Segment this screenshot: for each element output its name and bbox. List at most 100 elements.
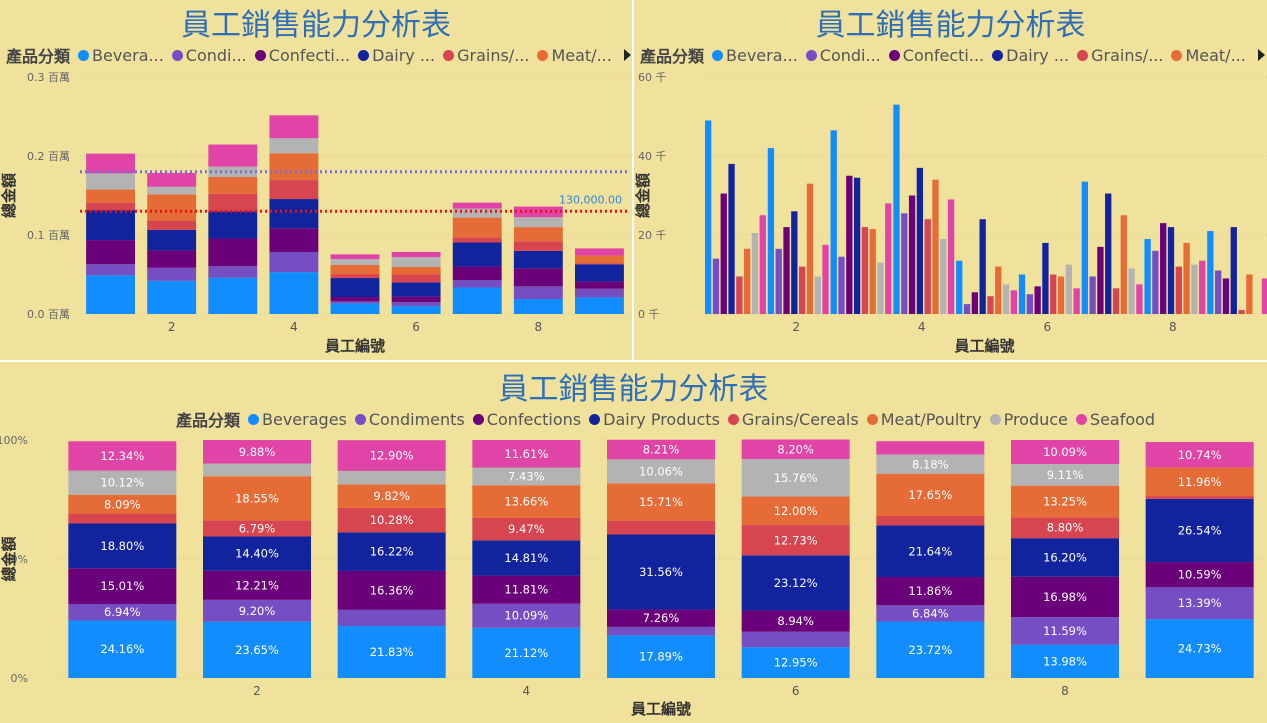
chevron-right-icon[interactable] <box>1257 49 1265 61</box>
bar-segment-meat-poultry <box>741 496 850 526</box>
bar-dairy-products <box>1042 242 1049 314</box>
legend-item-dairy-products[interactable]: Dairy ... <box>358 46 435 65</box>
bar-segment-seafood <box>575 248 624 256</box>
legend-label: Grains/... <box>1091 45 1164 65</box>
bar-segment-produce <box>472 467 581 486</box>
data-label: 10.09% <box>504 609 548 623</box>
legend-item-meat-poultry[interactable]: Meat/Poultry <box>866 410 982 429</box>
legend-marker <box>989 413 1001 425</box>
legend-label: Beverages <box>262 409 347 429</box>
legend-label: Meat/... <box>551 45 612 65</box>
bar-produce <box>1191 264 1198 314</box>
legend-item-grains-cereals[interactable]: Grains/... <box>443 46 529 65</box>
legend-item-confections[interactable]: Confections <box>472 410 581 429</box>
bar-segment-confections <box>513 268 563 287</box>
legend-item-beverages[interactable]: Beverages <box>248 410 347 429</box>
legend-item-grains-cereals[interactable]: Grains/Cereals <box>727 409 859 429</box>
data-label: 10.12% <box>100 476 144 490</box>
bar-segment-meat-poultry <box>330 265 380 275</box>
x-tick-label: 4 <box>523 684 531 698</box>
legend-title: 產品分類 <box>640 47 705 66</box>
bar-segment-produce <box>330 259 380 266</box>
data-label: 12.95% <box>774 656 818 670</box>
bar-seafood <box>947 199 955 314</box>
x-tick-label: 6 <box>412 320 420 334</box>
bar-produce <box>877 262 884 314</box>
data-label: 14.40% <box>235 547 279 561</box>
percent-stacked-bar-chart: 0% 50% 100% 2 4 6 8 員工編號 總金額 24.16% 6.94% 15.01% 18.… <box>0 434 1267 718</box>
bar-segment-condiments <box>472 603 581 628</box>
legend-item-condiments[interactable]: Condi... <box>171 46 247 65</box>
legend-item-produce[interactable]: Produce <box>989 410 1068 429</box>
bar-segment-dairy-products <box>68 523 177 569</box>
bar-seafood <box>1261 278 1267 314</box>
y-axis-title: 總金額 <box>0 536 18 581</box>
bar-segment-condiments <box>86 264 135 276</box>
legend-item-dairy-products[interactable]: Dairy ... <box>992 46 1069 65</box>
chart-legend: 產品分類 Beverages Condiments Confections Dairy … <box>176 407 1163 431</box>
bar-segment-dairy-products <box>330 278 380 298</box>
legend-item-confections[interactable]: Confecti... <box>888 45 985 65</box>
data-label: 12.21% <box>235 578 279 592</box>
bar-produce <box>1002 284 1010 314</box>
x-axis-title: 員工編號 <box>630 700 691 718</box>
legend-marker <box>712 49 724 61</box>
bar-confections <box>908 195 916 314</box>
data-label: 9.20% <box>239 604 276 618</box>
bar-confections <box>846 175 853 314</box>
bar-segment-meat-poultry <box>269 153 319 181</box>
legend-marker <box>358 49 370 61</box>
legend-marker <box>78 49 90 61</box>
bar-segment-dairy-products <box>607 534 715 610</box>
chart-legend: 產品分類 Bevera... Condi... Confecti... Dairy ..… <box>6 43 631 67</box>
bar-segment-condiments <box>607 626 715 636</box>
reference-line-label: 130,000.00 <box>559 193 622 206</box>
x-tick-label: 8 <box>1061 684 1069 698</box>
bar-produce <box>814 276 821 314</box>
bar-dairy-products <box>1230 227 1237 314</box>
bar-produce <box>1128 268 1135 314</box>
legend-item-confections[interactable]: Confecti... <box>254 46 350 65</box>
legend-item-meat-poultry[interactable]: Meat/... <box>537 45 612 65</box>
legend-marker <box>472 413 484 425</box>
bar-segment-meat-poultry <box>452 217 502 238</box>
legend-label: Grains/Cereals <box>741 409 859 429</box>
bar-segment-confections <box>208 238 258 267</box>
legend-marker <box>589 413 601 425</box>
x-tick-label: 2 <box>168 320 176 334</box>
y-tick-label: 60 千 <box>638 71 667 84</box>
data-label: 6.94% <box>104 605 141 619</box>
legend-label: Confecti... <box>902 45 985 65</box>
legend-item-dairy-products[interactable]: Dairy Products <box>589 410 720 429</box>
legend-item-meat-poultry[interactable]: Meat/... <box>1171 46 1246 65</box>
vertical-divider <box>632 0 634 360</box>
x-tick-label: 2 <box>792 320 800 334</box>
bar-segment-dairy-products <box>452 242 502 267</box>
data-label: 8.20% <box>777 442 814 456</box>
chevron-right-icon[interactable] <box>623 49 631 61</box>
bar-segment-seafood <box>1145 442 1254 468</box>
bar-grains-cereals <box>736 276 743 314</box>
data-label: 13.66% <box>504 495 548 509</box>
legend-item-condiments[interactable]: Condiments <box>354 410 465 429</box>
legend-item-beverages[interactable]: Bevera... <box>78 46 164 65</box>
data-label: 10.09% <box>1043 445 1087 459</box>
legend-marker <box>248 413 260 425</box>
bar-segment-grains-cereals <box>86 202 135 211</box>
legend-item-seafood[interactable]: Seafood <box>1075 410 1155 429</box>
legend-item-grains-cereals[interactable]: Grains/... <box>1077 46 1163 65</box>
legend-title: 產品分類 <box>176 411 241 430</box>
legend-item-condiments[interactable]: Condi... <box>805 46 881 65</box>
bar-meat-poultry <box>1057 276 1065 314</box>
bar-condiments <box>901 213 908 314</box>
bar-segment-dairy-products <box>1145 498 1254 563</box>
bar-segment-condiments <box>330 301 380 304</box>
bar-beverages <box>956 260 963 314</box>
bar-segment-beverages <box>86 275 135 314</box>
legend-item-beverages[interactable]: Bevera... <box>712 46 798 65</box>
bar-dairy-products <box>791 211 798 314</box>
bar-segment-meat-poultry <box>208 176 258 194</box>
bar-segment-produce <box>86 173 135 190</box>
bar-segment-seafood <box>86 153 135 174</box>
bar-segment-beverages <box>741 647 850 678</box>
